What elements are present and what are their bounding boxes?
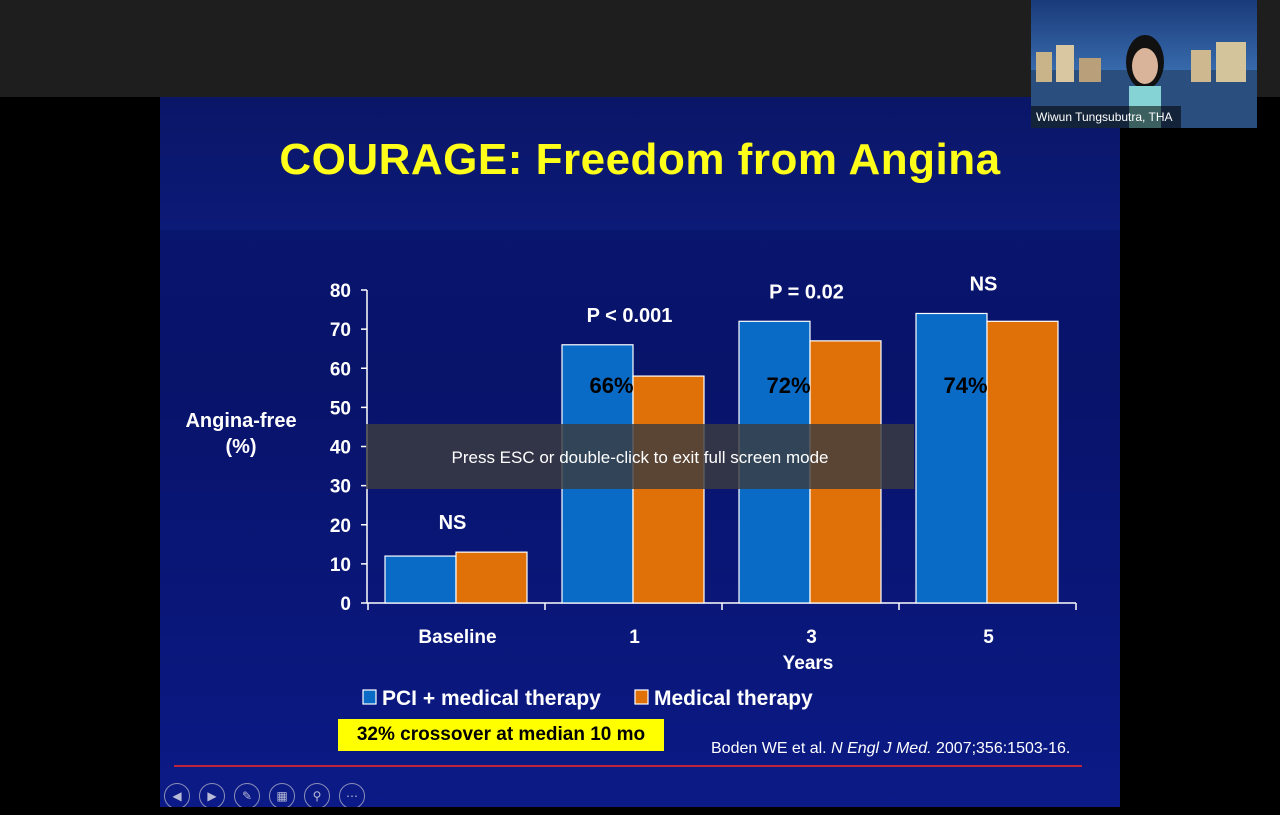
significance-label: NS xyxy=(970,273,998,295)
zoom-icon[interactable]: ⚲ xyxy=(304,783,330,807)
participant-name: Wiwun Tungsubutra, THA xyxy=(1031,106,1181,128)
x-axis-label: Years xyxy=(783,653,834,674)
y-tick-label: 60 xyxy=(330,359,351,380)
bar-data-label: 66% xyxy=(589,373,633,398)
y-tick-label: 30 xyxy=(330,477,351,498)
title-band xyxy=(160,97,1120,230)
y-tick-label: 0 xyxy=(340,594,351,615)
pen-icon[interactable]: ✎ xyxy=(234,783,260,807)
bar xyxy=(632,375,705,604)
significance-label: P = 0.02 xyxy=(769,281,844,303)
x-tick-label: 5 xyxy=(983,627,994,648)
legend-swatch xyxy=(634,689,649,705)
citation-authors: Boden WE et al. xyxy=(711,740,832,757)
bar-data-label: 74% xyxy=(943,373,987,398)
y-tick-label: 70 xyxy=(330,320,351,341)
y-tick-label: 40 xyxy=(330,438,351,459)
legend-label: Medical therapy xyxy=(654,687,813,710)
legend-swatch xyxy=(362,689,377,705)
y-axis-label: (%) xyxy=(225,436,256,458)
significance-label: P < 0.001 xyxy=(587,305,673,327)
y-axis-label: Angina-free xyxy=(185,410,296,432)
bar-data-label: 72% xyxy=(766,373,810,398)
x-tick-label: 3 xyxy=(806,627,817,648)
y-tick-label: 80 xyxy=(330,281,351,302)
participant-video[interactable]: Wiwun Tungsubutra, THA xyxy=(1031,0,1257,128)
previous-icon[interactable]: ◀ xyxy=(164,783,190,807)
divider-line xyxy=(174,765,1082,767)
bar xyxy=(915,312,988,604)
legend-label: PCI + medical therapy xyxy=(382,687,601,710)
citation: Boden WE et al. N Engl J Med. 2007;356:1… xyxy=(711,740,1070,758)
x-tick-label: Baseline xyxy=(418,627,496,648)
x-tick-label: 1 xyxy=(629,627,640,648)
next-icon[interactable]: ▶ xyxy=(199,783,225,807)
bar xyxy=(455,551,528,604)
citation-journal: N Engl J Med. xyxy=(831,740,932,757)
fullscreen-notice: Press ESC or double-click to exit full s… xyxy=(366,424,914,489)
y-tick-label: 10 xyxy=(330,555,351,576)
bar-chart: 0 10 20 30 40 50 60 70 80 Angina-free (%) Baseline N… xyxy=(185,273,1077,710)
y-tick-label: 20 xyxy=(330,516,351,537)
slide-title: COURAGE: Freedom from Angina xyxy=(279,135,1001,184)
slideshow-controls: ◀ ▶ ✎ ▦ ⚲ ⋯ xyxy=(164,783,365,807)
slides-icon[interactable]: ▦ xyxy=(269,783,295,807)
crossover-note: 32% crossover at median 10 mo xyxy=(338,719,664,751)
bar xyxy=(384,555,457,604)
bar xyxy=(986,320,1059,604)
y-tick-label: 50 xyxy=(330,398,351,419)
significance-label: NS xyxy=(439,512,467,534)
more-icon[interactable]: ⋯ xyxy=(339,783,365,807)
citation-details: 2007;356:1503-16. xyxy=(931,740,1071,757)
